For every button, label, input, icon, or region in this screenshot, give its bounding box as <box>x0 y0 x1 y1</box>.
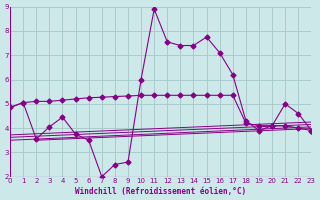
X-axis label: Windchill (Refroidissement éolien,°C): Windchill (Refroidissement éolien,°C) <box>75 187 246 196</box>
